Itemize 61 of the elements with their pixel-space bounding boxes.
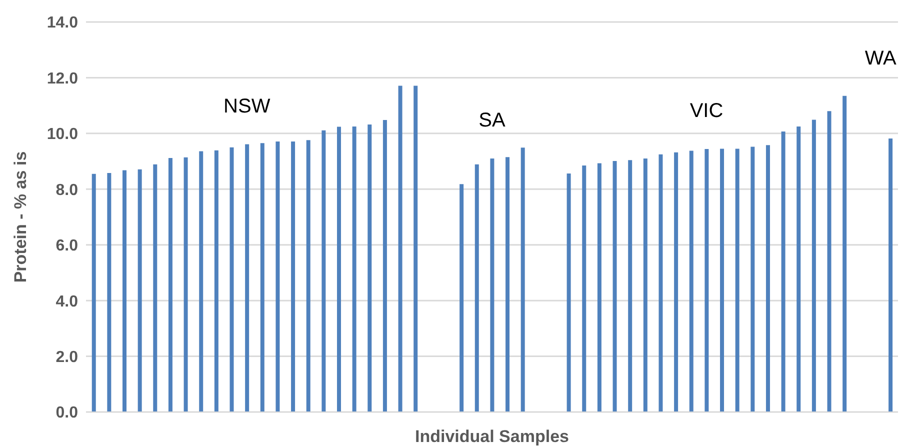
bar xyxy=(720,148,724,412)
bar xyxy=(827,111,832,412)
bar xyxy=(138,169,142,412)
bar xyxy=(92,174,96,412)
y-tick-label: 4.0 xyxy=(56,293,78,310)
bar xyxy=(842,96,847,412)
bar xyxy=(107,172,112,412)
bar xyxy=(460,184,464,412)
bar xyxy=(781,131,786,412)
y-tick-label: 2.0 xyxy=(56,348,78,366)
bar xyxy=(597,163,602,412)
bar xyxy=(230,147,234,412)
bar xyxy=(582,165,586,412)
bar xyxy=(352,126,356,412)
bar xyxy=(291,142,296,412)
bar xyxy=(735,148,740,412)
bar xyxy=(214,150,218,412)
bar xyxy=(520,148,525,412)
annotation: SA xyxy=(478,110,506,132)
bar xyxy=(122,170,127,412)
y-tick-label: 8.0 xyxy=(56,182,78,199)
annotation: NSW xyxy=(224,95,270,118)
y-axis-title: Protein - % as is xyxy=(11,151,30,283)
bar xyxy=(612,161,617,412)
bar xyxy=(398,86,402,412)
y-tick-label: 10.0 xyxy=(46,126,78,144)
bar xyxy=(506,157,510,412)
bar xyxy=(382,120,387,412)
y-tick-label: 14.0 xyxy=(46,14,78,32)
bar xyxy=(474,164,479,412)
bar xyxy=(888,138,893,412)
bar xyxy=(628,160,632,412)
bar xyxy=(368,124,372,412)
bar xyxy=(490,158,494,412)
bar xyxy=(276,142,280,412)
bar xyxy=(414,86,418,412)
bar xyxy=(245,144,250,412)
bar xyxy=(689,150,694,412)
bar xyxy=(674,152,678,412)
bar xyxy=(260,143,264,412)
bar xyxy=(566,174,571,412)
bar xyxy=(796,126,801,412)
bar xyxy=(658,154,663,412)
bar xyxy=(704,149,709,412)
annotation: VIC xyxy=(690,100,724,122)
bar xyxy=(322,130,326,412)
bar xyxy=(750,146,755,412)
y-tick-label: 12.0 xyxy=(46,70,78,88)
y-tick-label: 0.0 xyxy=(56,404,78,422)
bar xyxy=(153,164,158,412)
x-axis-title: Individual Samples xyxy=(415,427,569,446)
bar xyxy=(306,140,310,412)
bar xyxy=(168,158,172,412)
bar xyxy=(812,120,816,412)
y-tick-label: 6.0 xyxy=(56,238,78,255)
bar xyxy=(643,158,648,412)
bar xyxy=(766,145,770,412)
bar xyxy=(199,151,204,412)
bar xyxy=(184,157,188,412)
annotation: WA xyxy=(864,48,897,70)
bar xyxy=(336,126,341,412)
